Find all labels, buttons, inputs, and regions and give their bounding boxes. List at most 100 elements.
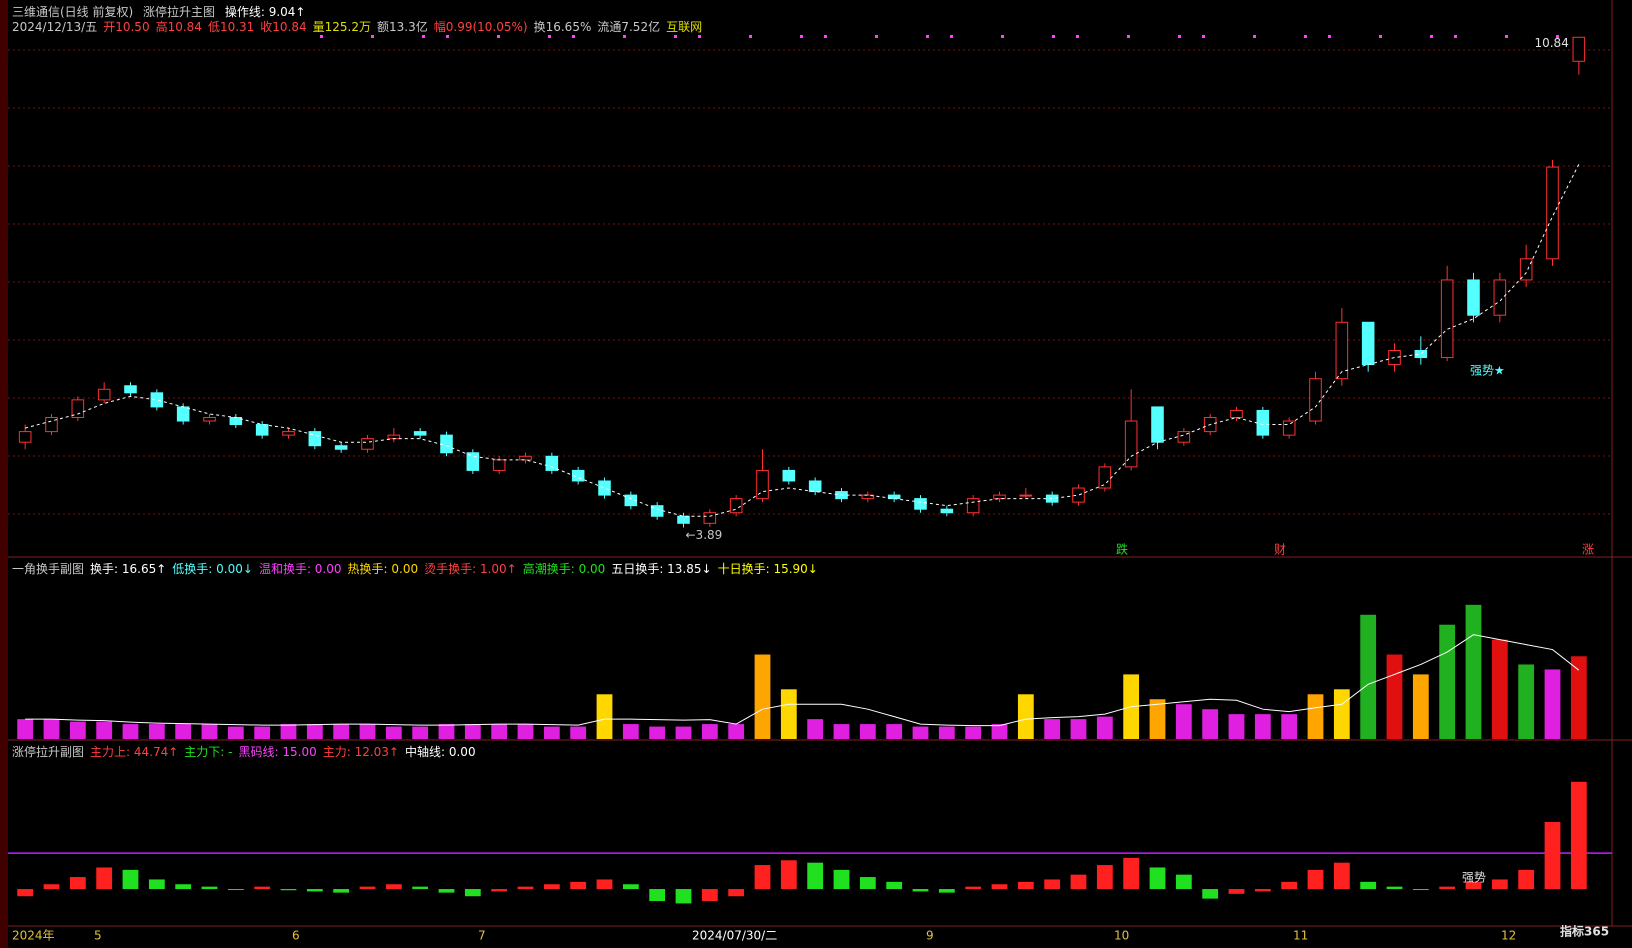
bar bbox=[438, 724, 455, 739]
turnover-ma bbox=[25, 634, 1580, 727]
candle-body bbox=[334, 445, 348, 450]
signal-dot bbox=[320, 35, 323, 38]
bar bbox=[1386, 886, 1403, 890]
bar bbox=[1333, 862, 1350, 890]
candle-body bbox=[466, 452, 480, 471]
bar bbox=[227, 726, 244, 739]
x-tick-label: 7 bbox=[478, 929, 486, 943]
bar bbox=[227, 889, 244, 891]
bar bbox=[175, 724, 192, 739]
bar bbox=[1465, 881, 1482, 890]
bar bbox=[912, 726, 929, 739]
candle-body bbox=[124, 385, 137, 394]
bar bbox=[385, 726, 402, 739]
bar bbox=[1149, 867, 1166, 890]
high-label: 10.84 bbox=[1534, 36, 1568, 50]
bar bbox=[17, 889, 34, 897]
candle-body bbox=[361, 438, 374, 450]
signal-dot bbox=[800, 35, 803, 38]
bar bbox=[122, 724, 139, 739]
bar bbox=[306, 724, 323, 739]
candle-body bbox=[440, 434, 453, 454]
bar bbox=[938, 889, 955, 893]
bar bbox=[122, 869, 139, 890]
quote-item: 收10.84 bbox=[260, 20, 307, 34]
bar bbox=[1096, 865, 1113, 890]
candle-body bbox=[1467, 279, 1480, 316]
indicator-name[interactable]: 涨停拉升主图 bbox=[143, 5, 216, 19]
event-marker: 跌 bbox=[1116, 542, 1128, 557]
bar bbox=[464, 889, 481, 897]
bar bbox=[43, 884, 60, 890]
bar bbox=[1570, 781, 1587, 890]
bar bbox=[886, 724, 903, 739]
bar bbox=[1202, 889, 1219, 899]
signal-dot bbox=[572, 35, 575, 38]
candle-body bbox=[1440, 279, 1454, 359]
strong-label: 强势★ bbox=[1470, 364, 1505, 378]
bar bbox=[1175, 704, 1192, 739]
bar bbox=[385, 884, 402, 890]
candle-body bbox=[1072, 487, 1085, 503]
event-marker: 财 bbox=[1274, 543, 1286, 557]
bar bbox=[1307, 869, 1324, 890]
signal-dot bbox=[1304, 35, 1307, 38]
bar bbox=[1465, 604, 1482, 739]
bar bbox=[1360, 881, 1377, 890]
bar bbox=[1412, 674, 1429, 739]
bar bbox=[570, 881, 587, 890]
quote-item: 幅0.99(10.05%) bbox=[433, 20, 528, 34]
panel-title: 涨停拉升副图 bbox=[12, 745, 85, 759]
legend-item: 主力上: 44.74↑ bbox=[90, 745, 179, 759]
x-tick-label: 6 bbox=[292, 929, 300, 943]
signal-dot bbox=[875, 35, 878, 38]
signal-dot bbox=[1505, 35, 1508, 38]
x-tick-label: 2024年 bbox=[12, 929, 55, 943]
sub-header: 涨停拉升副图 主力上: 44.74↑ 主力下: - 黑码线: 15.00 主力: 12.… bbox=[12, 743, 482, 760]
bar bbox=[175, 884, 192, 890]
bar bbox=[1570, 656, 1587, 739]
bar bbox=[412, 886, 429, 890]
x-tick-label: 11 bbox=[1293, 929, 1308, 943]
bar bbox=[859, 724, 876, 739]
candle-body bbox=[1019, 494, 1033, 497]
bar bbox=[333, 889, 350, 893]
candle-body bbox=[71, 399, 85, 419]
candle-body bbox=[255, 424, 269, 436]
signal-dot bbox=[422, 35, 425, 38]
candle-body bbox=[150, 392, 164, 408]
legend-item: 五日换手: 13.85↓ bbox=[611, 562, 712, 576]
bar bbox=[938, 726, 955, 739]
bar bbox=[254, 726, 271, 739]
bar bbox=[517, 886, 534, 890]
signal-dot bbox=[1379, 35, 1382, 38]
candle-body bbox=[282, 431, 295, 436]
bar bbox=[728, 889, 745, 897]
bar bbox=[1202, 709, 1219, 739]
strong-label: 强势 bbox=[1462, 871, 1486, 885]
legend-item: 黑码线: 15.00 bbox=[238, 745, 317, 759]
signal-dot bbox=[1454, 35, 1457, 38]
bar bbox=[886, 881, 903, 890]
signal-dot bbox=[1430, 35, 1433, 38]
bar bbox=[754, 654, 771, 739]
legend-item: 中轴线: 0.00 bbox=[405, 745, 476, 759]
bar bbox=[148, 879, 165, 890]
bar bbox=[148, 724, 165, 739]
bar bbox=[859, 877, 876, 890]
legend-item: 主力: 12.03↑ bbox=[322, 745, 399, 759]
candle-body bbox=[993, 494, 1006, 500]
quote-item: 互联网 bbox=[666, 20, 703, 34]
bar bbox=[1175, 874, 1192, 890]
signal-dot bbox=[926, 35, 929, 38]
bar bbox=[333, 724, 350, 739]
signal-dot bbox=[1076, 35, 1079, 38]
header: 三维通信(日线 前复权) 涨停拉升主图 操作线: 9.04↑ bbox=[12, 3, 312, 20]
candle-body bbox=[808, 480, 822, 493]
signal-dot bbox=[1556, 35, 1559, 38]
candle-body bbox=[387, 434, 401, 440]
bar bbox=[991, 724, 1008, 739]
signal-dot bbox=[1178, 35, 1181, 38]
panel-title: 一角换手副图 bbox=[12, 562, 85, 576]
bar bbox=[780, 689, 797, 739]
